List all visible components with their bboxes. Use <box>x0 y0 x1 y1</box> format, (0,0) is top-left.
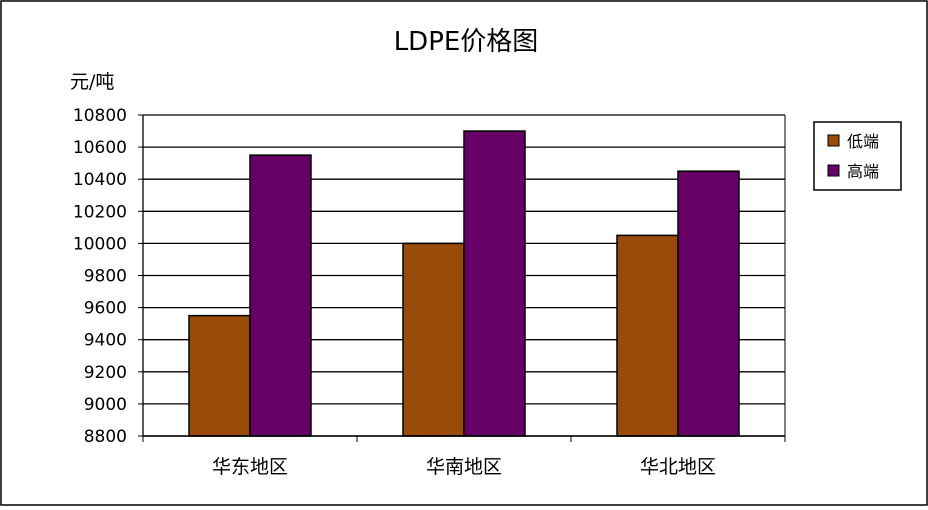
bar-low <box>402 242 465 437</box>
chart-title: LDPE价格图 <box>394 27 539 57</box>
x-tick-label: 华北地区 <box>640 456 716 478</box>
legend-swatch <box>827 164 840 177</box>
y-tick-label: 9200 <box>84 363 127 383</box>
y-tick-label: 9800 <box>84 267 127 287</box>
y-tick-label: 10400 <box>73 170 127 190</box>
bar-high <box>463 130 526 437</box>
y-tick-label: 10800 <box>73 106 127 126</box>
y-tick-label: 10000 <box>73 234 127 254</box>
legend-swatch <box>827 134 840 147</box>
bar-high <box>249 154 312 437</box>
bar-low <box>188 314 251 437</box>
y-tick-label: 10600 <box>73 138 127 158</box>
y-tick-label: 9000 <box>84 395 127 415</box>
bar-high <box>677 170 740 437</box>
y-tick-label: 9600 <box>84 299 127 319</box>
y-axis-label: 元/吨 <box>70 71 114 93</box>
legend-box <box>813 121 902 191</box>
bar-low <box>616 234 679 437</box>
y-tick-label: 10200 <box>73 202 127 222</box>
legend-label: 高端 <box>847 162 879 181</box>
x-tick-label: 华东地区 <box>212 456 288 478</box>
y-tick-label: 9400 <box>84 331 127 351</box>
x-tick-label: 华南地区 <box>426 456 502 478</box>
legend-label: 低端 <box>847 132 879 151</box>
y-tick-label: 8800 <box>84 427 127 447</box>
